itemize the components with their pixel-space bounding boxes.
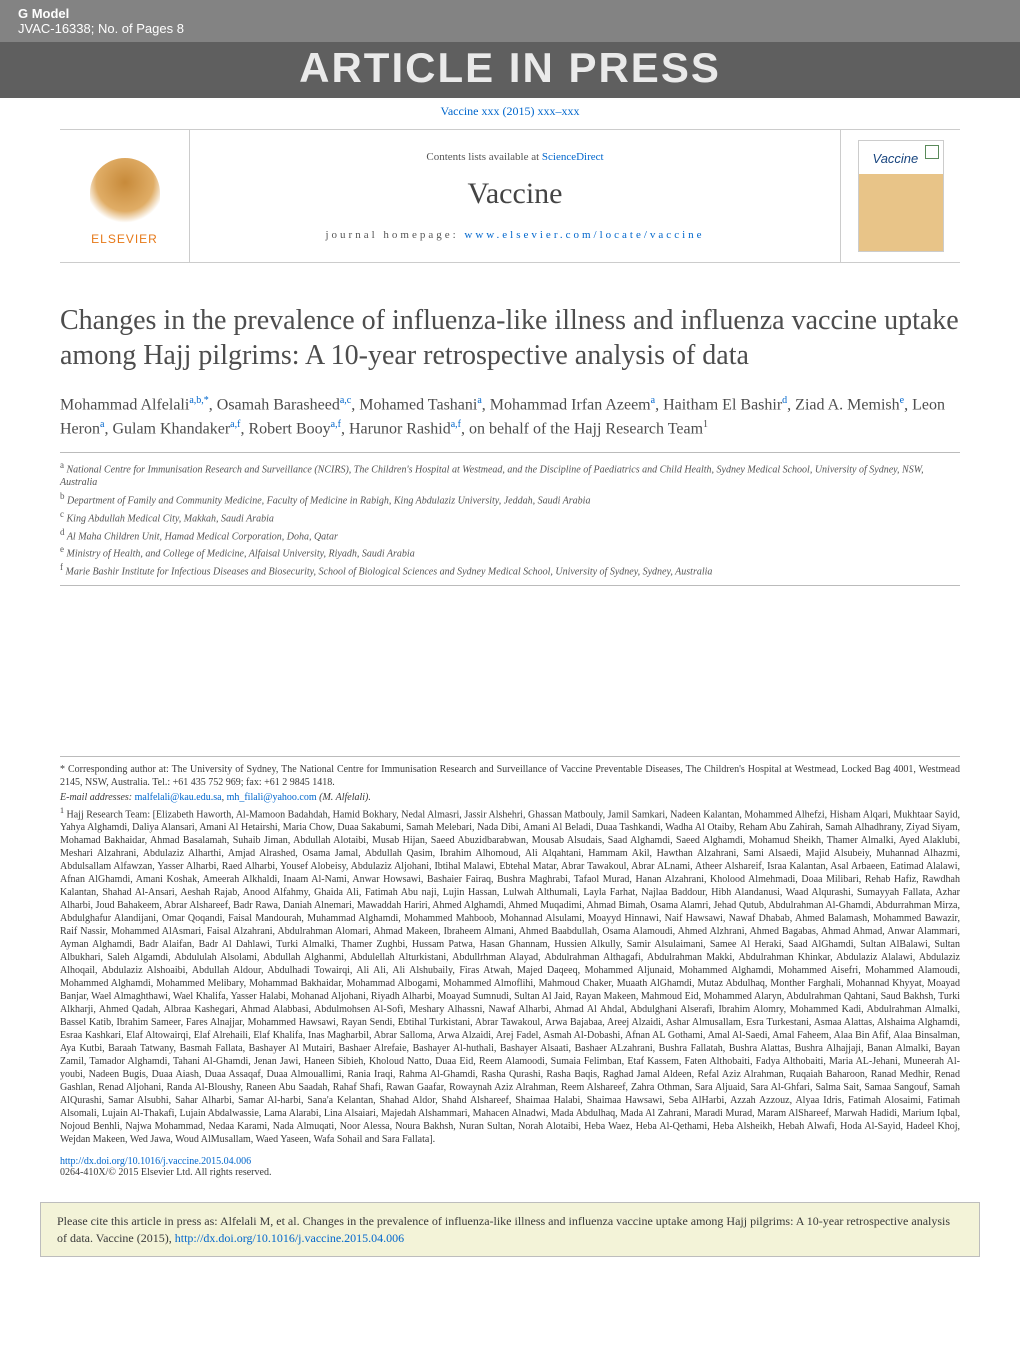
email-line: E-mail addresses: malfelali@kau.edu.sa, … <box>60 791 960 804</box>
copyright-line: 0264-410X/© 2015 Elsevier Ltd. All right… <box>60 1167 271 1178</box>
affiliation-a: a National Centre for Immunisation Resea… <box>60 459 960 490</box>
corresponding-author: * Corresponding author at: The Universit… <box>60 763 960 789</box>
issue-reference: Vaccine xxx (2015) xxx–xxx <box>0 98 1020 129</box>
homepage-line: journal homepage: www.elsevier.com/locat… <box>325 229 704 241</box>
email-1[interactable]: malfelali@kau.edu.sa <box>135 792 222 803</box>
cite-doi-link[interactable]: http://dx.doi.org/10.1016/j.vaccine.2015… <box>175 1231 404 1245</box>
journal-name: Vaccine <box>468 177 563 211</box>
cite-box: Please cite this article in press as: Al… <box>40 1202 980 1256</box>
cover-corner-icon <box>925 145 939 159</box>
affiliation-c: c King Abdullah Medical City, Makkah, Sa… <box>60 508 960 526</box>
cover-label: Vaccine <box>873 151 919 166</box>
cover-cell: Vaccine <box>840 130 960 262</box>
press-topbar: G Model JVAC-16338; No. of Pages 8 <box>0 0 1020 42</box>
journal-mid-cell: Contents lists available at ScienceDirec… <box>190 130 840 262</box>
elsevier-text: ELSEVIER <box>91 232 158 246</box>
email-label: E-mail addresses: <box>60 792 135 803</box>
homepage-prefix: journal homepage: <box>325 229 464 241</box>
homepage-link[interactable]: www.elsevier.com/locate/vaccine <box>464 229 704 241</box>
elsevier-tree-icon <box>90 158 160 228</box>
journal-header-block: ELSEVIER Contents lists available at Sci… <box>60 129 960 263</box>
affiliation-f: f Marie Bashir Institute for Infectious … <box>60 561 960 579</box>
contents-prefix: Contents lists available at <box>426 151 541 163</box>
affiliation-list: a National Centre for Immunisation Resea… <box>60 452 960 586</box>
affiliation-d: d Al Maha Children Unit, Hamad Medical C… <box>60 526 960 544</box>
affiliation-e: e Ministry of Health, and College of Med… <box>60 543 960 561</box>
author-list: Mohammad Alfelalia,b,*, Osamah Barasheed… <box>60 393 960 442</box>
hajj-research-team: 1 Hajj Research Team: [Elizabeth Haworth… <box>60 806 960 1146</box>
article-in-press-banner: ARTICLE IN PRESS <box>0 42 1020 98</box>
doi-block: http://dx.doi.org/10.1016/j.vaccine.2015… <box>60 1156 960 1178</box>
footnotes: * Corresponding author at: The Universit… <box>60 756 960 1146</box>
elsevier-logo-cell: ELSEVIER <box>60 130 190 262</box>
docid-label: JVAC-16338; No. of Pages 8 <box>18 21 1002 36</box>
journal-cover-thumb: Vaccine <box>858 140 944 252</box>
elsevier-logo: ELSEVIER <box>80 146 170 246</box>
article-front-matter: Changes in the prevalence of influenza-l… <box>60 303 960 586</box>
email-suffix: (M. Alfelali). <box>317 792 371 803</box>
email-2[interactable]: mh_filali@yahoo.com <box>227 792 317 803</box>
article-title: Changes in the prevalence of influenza-l… <box>60 303 960 373</box>
sciencedirect-link[interactable]: ScienceDirect <box>542 151 604 163</box>
team-text: Hajj Research Team: [Elizabeth Haworth, … <box>60 809 960 1145</box>
doi-link[interactable]: http://dx.doi.org/10.1016/j.vaccine.2015… <box>60 1156 251 1167</box>
gmodel-label: G Model <box>18 6 1002 21</box>
affiliation-b: b Department of Family and Community Med… <box>60 490 960 508</box>
contents-line: Contents lists available at ScienceDirec… <box>426 151 603 163</box>
